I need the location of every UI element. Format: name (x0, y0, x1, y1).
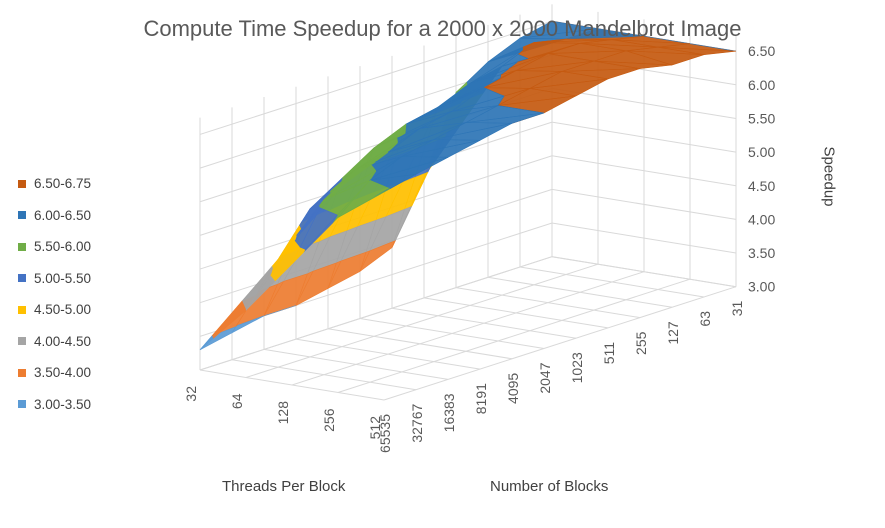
legend-item: 5.50-6.00 (18, 231, 138, 263)
z-tick-label: 4.00 (748, 211, 775, 227)
y-axis-label: Number of Blocks (490, 478, 609, 495)
legend-label: 5.50-6.00 (34, 239, 92, 255)
surface-patch (263, 305, 297, 317)
legend-item: 4.00-4.50 (18, 326, 138, 358)
legend-item: 6.00-6.50 (18, 200, 138, 232)
gridline (291, 271, 645, 386)
legend-item: 5.00-5.50 (18, 263, 138, 295)
blocks-tick-label: 1023 (569, 352, 585, 383)
legend-swatch (18, 305, 26, 314)
legend-swatch (18, 179, 26, 188)
surface-patch (337, 188, 391, 218)
z-tick-label: 6.50 (748, 43, 775, 59)
threads-tick-label: 128 (275, 401, 291, 425)
legend-swatch (18, 242, 26, 251)
legend-label: 4.50-5.00 (34, 302, 92, 318)
gridline (245, 263, 599, 378)
threads-tick-label: 256 (321, 408, 337, 432)
blocks-tick-label: 16383 (441, 393, 457, 432)
gridline (199, 155, 737, 270)
legend-swatch (18, 274, 26, 283)
legend-label: 3.00-3.50 (34, 396, 92, 412)
legend-swatch (18, 400, 26, 409)
blocks-tick-label: 8191 (473, 383, 489, 414)
legend-item: 4.50-5.00 (18, 294, 138, 326)
threads-tick-label: 64 (229, 393, 245, 409)
gridline (199, 256, 553, 371)
threads-tick-label: 512 (367, 416, 383, 440)
z-tick-label: 3.50 (748, 245, 775, 261)
blocks-tick-label: 127 (665, 321, 681, 345)
blocks-tick-label: 63 (697, 311, 713, 327)
z-axis-label: Speedup (820, 146, 838, 207)
blocks-tick-label: 4095 (505, 373, 521, 404)
surface-patch (245, 275, 276, 311)
blocks-tick-label: 511 (601, 342, 617, 365)
legend-swatch (18, 337, 26, 346)
blocks-tick-label: 31 (729, 300, 745, 316)
legend-item: 6.50-6.75 (18, 168, 138, 200)
surface-layer (199, 20, 737, 351)
legend-label: 4.00-4.50 (34, 333, 92, 349)
surface-patch (199, 335, 214, 351)
blocks-tick-label: 2047 (537, 362, 553, 393)
gridline (383, 286, 737, 401)
surface-patch (291, 249, 306, 265)
legend-item: 3.00-3.50 (18, 389, 138, 421)
legend-label: 3.50-4.00 (34, 365, 92, 381)
legend-swatch (18, 368, 26, 377)
legend-label: 6.50-6.75 (34, 176, 92, 192)
legend-label: 6.00-6.50 (34, 207, 92, 223)
chart-title: Compute Time Speedup for a 2000 x 2000 M… (143, 16, 742, 41)
legend-label: 5.00-5.50 (34, 270, 92, 286)
x-axis-label: Threads Per Block (222, 478, 346, 495)
legend-swatch (18, 211, 26, 220)
z-tick-label: 6.00 (748, 77, 775, 93)
z-tick-label: 3.00 (748, 279, 775, 295)
blocks-tick-label: 65535 (377, 414, 393, 453)
legend: 6.50-6.75 6.00-6.50 5.50-6.00 5.00-5.50 4.50… (18, 168, 138, 420)
blocks-tick-label: 32767 (409, 403, 425, 442)
gridline (337, 278, 691, 393)
z-tick-label: 4.50 (748, 178, 775, 194)
legend-item: 3.50-4.00 (18, 357, 138, 389)
z-tick-label: 5.50 (748, 110, 775, 126)
threads-tick-label: 32 (183, 386, 199, 402)
tick-layer: 3.00 3.50 4.00 4.50 5.00 5.50 6.00 6.50 65535 327… (183, 43, 775, 453)
surface-patch (270, 240, 301, 282)
blocks-tick-label: 255 (633, 331, 649, 355)
z-tick-label: 5.00 (748, 144, 775, 160)
